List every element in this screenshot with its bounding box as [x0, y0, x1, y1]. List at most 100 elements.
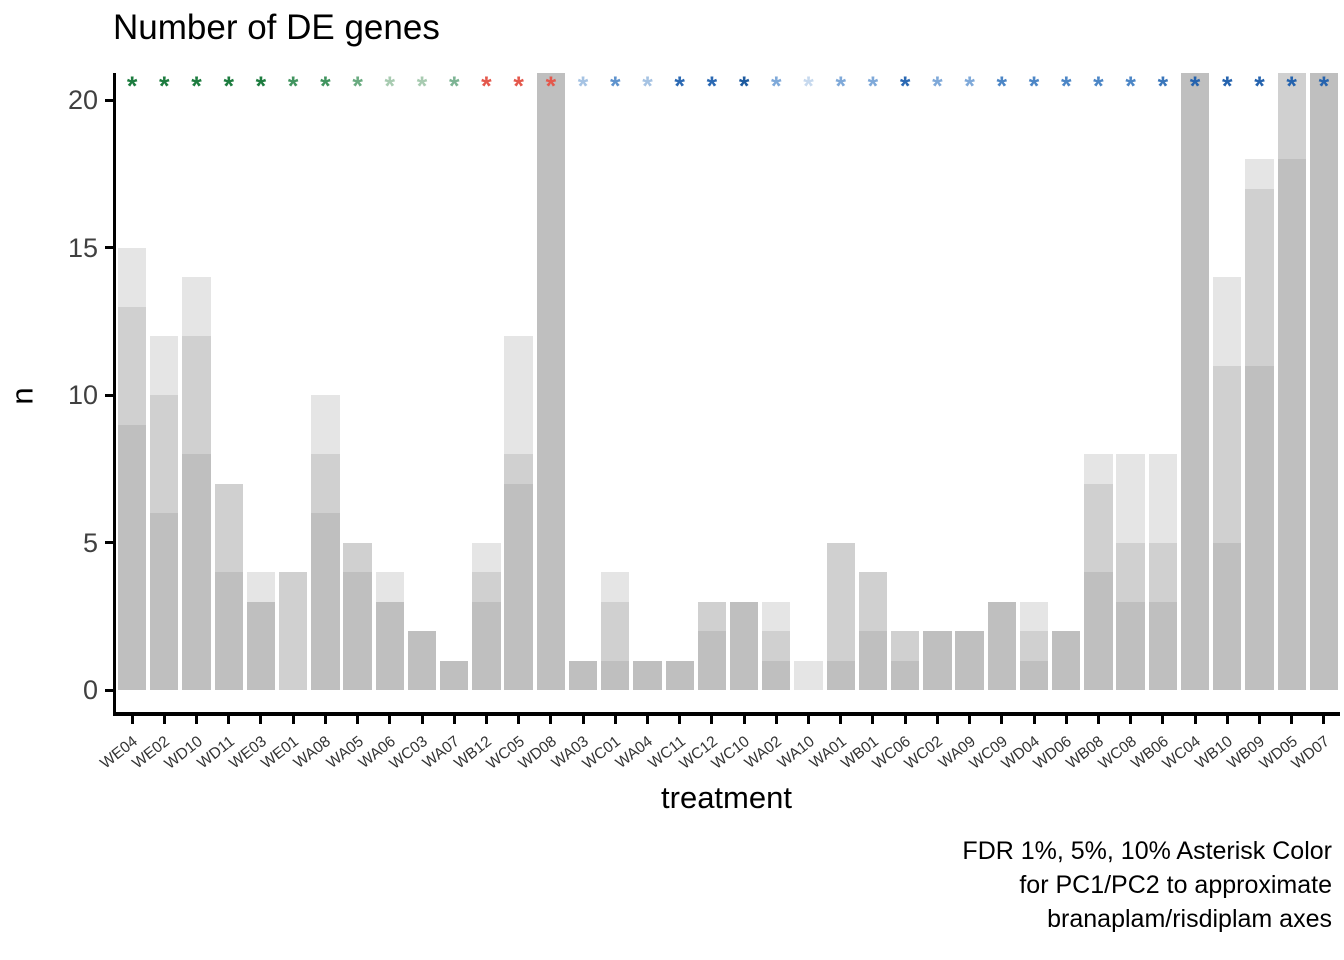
x-axis-tick	[484, 716, 488, 724]
x-axis-tick	[613, 716, 617, 724]
significance-asterisk: *	[609, 71, 621, 101]
x-axis-tick	[807, 716, 811, 724]
chart-title: Number of DE genes	[113, 8, 440, 47]
significance-asterisk: *	[416, 71, 428, 101]
bar-segment-fdr1	[665, 660, 694, 690]
x-axis-tick	[1257, 716, 1261, 724]
x-axis-tick	[1161, 716, 1165, 724]
x-axis-tick	[549, 716, 553, 724]
x-axis-tick	[195, 716, 199, 724]
bar-segment-fdr1	[697, 631, 727, 690]
significance-asterisk: *	[159, 71, 170, 101]
significance-asterisk: *	[899, 71, 911, 101]
bar-segment-fdr1	[568, 660, 598, 690]
bar-segment-fdr1	[955, 631, 984, 690]
bar-segment-fdr1	[343, 572, 372, 690]
significance-asterisk: *	[1157, 71, 1169, 101]
x-axis-title: treatment	[661, 780, 792, 815]
bar-segment-fdr1	[311, 513, 340, 690]
bar-segment-fdr1	[1213, 542, 1242, 690]
x-axis-tick	[1129, 716, 1133, 724]
bar-segment-fdr1	[150, 513, 179, 690]
bar-segment-fdr1	[407, 631, 437, 690]
significance-asterisk: *	[191, 71, 202, 101]
y-axis-tick-label: 5	[82, 527, 98, 558]
caption-line: branaplam/risdiplam axes	[1047, 905, 1332, 933]
bar-segment-fdr1	[1019, 660, 1049, 690]
x-axis-tick	[1032, 716, 1036, 724]
significance-asterisk: *	[1093, 71, 1104, 101]
significance-asterisk: *	[320, 71, 331, 101]
bar-segment-fdr1	[826, 660, 855, 690]
bar-segment-fdr1	[375, 601, 404, 690]
x-axis-tick	[517, 716, 521, 724]
x-axis-tick	[130, 716, 134, 724]
significance-asterisk: *	[932, 71, 943, 101]
x-axis-tick	[259, 716, 263, 724]
significance-asterisk: *	[996, 71, 1008, 101]
x-axis-tick	[968, 716, 972, 724]
bar-segment-fdr1	[1180, 73, 1210, 690]
x-axis-tick	[356, 716, 360, 724]
bar-segment-fdr1	[1116, 601, 1145, 690]
significance-asterisk: *	[352, 71, 363, 101]
x-axis-tick	[1096, 716, 1100, 724]
significance-asterisk: *	[964, 71, 975, 101]
x-axis-tick	[1322, 716, 1326, 724]
x-axis-tick	[1064, 716, 1068, 724]
bar-segment-fdr1	[536, 73, 565, 690]
bar-segment-fdr1	[1084, 572, 1113, 690]
significance-asterisk: *	[1286, 71, 1297, 101]
x-axis-tick	[452, 716, 456, 724]
x-axis-tick	[227, 716, 231, 724]
significance-asterisk: *	[577, 71, 589, 101]
x-axis-tick	[1225, 716, 1229, 724]
significance-asterisk: *	[1318, 71, 1330, 101]
x-axis-tick	[935, 716, 939, 724]
x-axis-tick	[774, 716, 778, 724]
x-axis-tick	[742, 716, 746, 724]
caption-line: for PC1/PC2 to approximate	[1019, 871, 1332, 899]
significance-asterisk: *	[1125, 71, 1136, 101]
x-axis-tick	[323, 716, 327, 724]
x-axis-tick	[839, 716, 843, 724]
bar-segment-fdr1	[923, 631, 952, 690]
y-axis-tick	[105, 688, 114, 692]
x-axis-tick	[420, 716, 424, 724]
bar-segment-fdr1	[214, 572, 243, 690]
significance-asterisk: *	[223, 71, 234, 101]
significance-asterisk: *	[674, 71, 685, 101]
significance-asterisk: *	[513, 71, 524, 101]
significance-asterisk: *	[1189, 71, 1201, 101]
y-axis-tick-label: 0	[82, 675, 98, 705]
significance-asterisk: *	[287, 71, 299, 101]
x-axis-tick	[1193, 716, 1197, 724]
bar-segment-fdr1	[440, 660, 469, 690]
significance-asterisk: *	[1060, 71, 1072, 101]
x-axis-tick	[678, 716, 682, 724]
x-axis-tick	[388, 716, 392, 724]
y-axis-tick	[105, 246, 114, 249]
bar-segment-fdr1	[1148, 601, 1177, 690]
bar-segment-fdr1	[246, 601, 276, 690]
x-axis-tick	[162, 716, 166, 724]
y-axis-tick-label: 20	[67, 85, 98, 115]
bar-segment-fdr1	[1052, 631, 1081, 690]
bar-segment-fdr1	[1277, 159, 1306, 690]
y-axis-tick	[105, 98, 114, 102]
bar-segment-fdr10	[794, 660, 823, 690]
significance-asterisk: *	[642, 71, 653, 101]
bar-segment-fdr1	[117, 424, 147, 690]
significance-asterisk: *	[545, 71, 557, 101]
bar-segment-fdr1	[504, 483, 533, 690]
bar-segment-fdr1	[601, 660, 630, 690]
bar-segment-fdr1	[762, 660, 791, 690]
bar-segment-fdr1	[729, 601, 759, 690]
y-axis-title: n	[4, 387, 40, 405]
significance-asterisk: *	[1221, 71, 1233, 101]
significance-asterisk: *	[126, 71, 138, 101]
bar-segment-fdr1	[890, 660, 920, 690]
bar-segment-fdr1	[472, 601, 501, 690]
caption-line: FDR 1%, 5%, 10% Asterisk Color	[962, 837, 1332, 865]
